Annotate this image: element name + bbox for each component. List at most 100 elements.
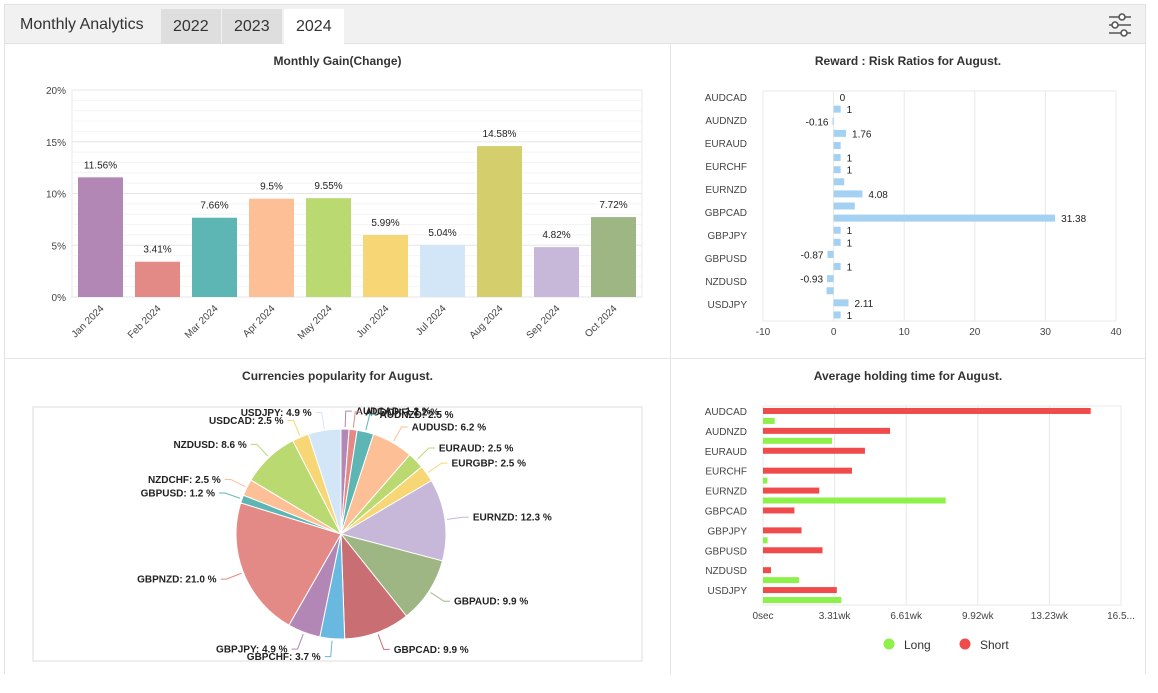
rr-bar-label: -0.16: [806, 117, 829, 128]
y-tick-label: USDJPY: [708, 586, 748, 597]
rr-bar: [833, 166, 841, 174]
rr-bar: [833, 214, 1056, 222]
rr-bar: [833, 105, 841, 113]
long-bar-audcad: [763, 417, 775, 424]
bar-value-label: 11.56%: [84, 160, 117, 171]
pie-label: NZDCHF: 2.5 %: [148, 475, 221, 486]
pie-label: AUDCHF: 1.2 %: [365, 407, 439, 418]
y-tick-label: GBPJPY: [708, 231, 748, 242]
tab-2022[interactable]: 2022: [161, 9, 221, 44]
rr-bar: [833, 154, 841, 162]
currency-popularity-panel: Currencies popularity for August. AUDCAD…: [5, 359, 670, 675]
bar-value-label: 7.72%: [599, 200, 627, 211]
long-bar-audnzd: [763, 437, 833, 444]
page-title: Monthly Analytics: [20, 16, 144, 33]
legend-marker-short: [959, 638, 971, 650]
tab-2024[interactable]: 2024: [284, 9, 344, 45]
pie-label: GBPCAD: 9.9 %: [394, 645, 469, 656]
y-tick-label: EURAUD: [705, 447, 747, 458]
pie-connector: [430, 592, 450, 602]
x-tick-label: Sep 2024: [525, 303, 563, 341]
bar-aug-2024: [477, 146, 522, 297]
short-bar-eurnzd: [763, 487, 820, 494]
tab-2023[interactable]: 2023: [222, 9, 282, 44]
y-tick-label: GBPJPY: [708, 526, 748, 537]
pie-connector: [344, 410, 352, 428]
y-tick-label: 0%: [52, 293, 67, 304]
bar-sep-2024: [534, 247, 579, 297]
rr-bar: [833, 202, 855, 210]
short-bar-nzdusd: [763, 567, 772, 574]
rr-bar: [833, 299, 849, 307]
reward-risk-title: Reward : Risk Ratios for August.: [814, 54, 1002, 68]
short-bar-gbpcad: [763, 507, 795, 514]
holding-time-title: Average holding time for August.: [813, 369, 1003, 383]
rr-bar: [826, 287, 834, 295]
divider-vertical: [670, 44, 671, 675]
bar-value-label: 9.55%: [314, 181, 342, 192]
bar-mar-2024: [192, 217, 237, 297]
pie-frame: [32, 406, 643, 662]
monthly-gain-chart: 0% 5% 10% 15% 20% 11.56% Jan 2024 3.41% Feb 2024…: [46, 86, 643, 342]
pie-connector: [417, 447, 435, 460]
rr-bar: [833, 129, 847, 137]
bar-value-label: 9.5%: [260, 182, 283, 193]
rr-bar-label: 1: [847, 263, 853, 274]
monthly-gain-title: Monthly Gain(Change): [273, 54, 402, 68]
plot-area: [762, 405, 1122, 606]
y-tick-label: GBPCAD: [705, 208, 747, 219]
pie-connector: [365, 413, 376, 431]
pie-connector: [287, 420, 301, 436]
short-bar-gbpjpy: [763, 527, 802, 534]
pie-label: AUDNZD: 2.5 %: [380, 410, 454, 421]
pie-connector: [219, 492, 241, 499]
x-tick-label: 9.92wk: [962, 611, 995, 622]
divider-horizontal: [5, 358, 1145, 359]
bar-value-label: 14.58%: [483, 129, 517, 140]
pie-connector: [324, 640, 333, 658]
bar-jan-2024: [78, 177, 123, 297]
bar-jun-2024: [363, 235, 408, 297]
x-tick-label: 0sec: [752, 611, 773, 622]
y-tick-label: GBPUSD: [705, 546, 747, 557]
rr-bar-label: 1: [847, 154, 853, 165]
y-tick-label: 10%: [46, 190, 66, 201]
x-tick-label: 10: [899, 327, 911, 338]
pie-connector: [224, 478, 246, 488]
pie-slice: [235, 502, 342, 626]
pie-label: GBPCHF: 3.7 %: [247, 652, 321, 663]
y-tick-label: NZDUSD: [705, 277, 747, 288]
x-tick-label: May 2024: [296, 303, 335, 342]
y-tick-label: GBPCAD: [705, 507, 747, 518]
rr-bar: [833, 311, 841, 319]
rr-bar-label: 1.76: [852, 129, 872, 140]
rr-bar-label: -0.93: [800, 275, 823, 286]
pie-label: USDJPY: 4.9 %: [241, 408, 312, 419]
legend-label-long: Long: [904, 638, 931, 652]
pie-label: AUDCAD: 1.2 %: [356, 407, 431, 418]
pie-connector: [352, 411, 362, 428]
rr-bar: [833, 178, 845, 186]
y-tick-label: EURNZD: [705, 487, 747, 498]
y-tick-label: AUDNZD: [705, 116, 747, 127]
pie-label: GBPJPY: 4.9 %: [216, 645, 288, 656]
pie-label: GBPNZD: 21.0 %: [137, 575, 217, 586]
bar-oct-2024: [591, 217, 636, 297]
x-tick-label: Aug 2024: [468, 303, 506, 341]
y-tick-label: EURNZD: [705, 185, 747, 196]
sliders-icon[interactable]: [1107, 12, 1133, 38]
x-tick-label: Feb 2024: [126, 303, 164, 341]
pie-connector: [428, 462, 448, 473]
rr-bar: [827, 250, 834, 258]
x-tick-label: Jan 2024: [70, 303, 107, 340]
reward-risk-panel: Reward : Risk Ratios for August. -10 0 10 2…: [671, 45, 1145, 358]
x-tick-label: 0: [831, 327, 837, 338]
analytics-frame: Monthly Analytics 2022 2023 2024 Monthly…: [4, 4, 1146, 675]
pie-label: GBPAUD: 9.9 %: [454, 597, 528, 608]
bar-apr-2024: [249, 198, 294, 297]
rr-bar: [827, 275, 834, 283]
rr-bar-label: 1: [847, 226, 853, 237]
x-tick-label: 13.23wk: [1031, 611, 1069, 622]
pie-connector: [446, 516, 469, 520]
pie-label: AUDUSD: 6.2 %: [412, 422, 487, 433]
